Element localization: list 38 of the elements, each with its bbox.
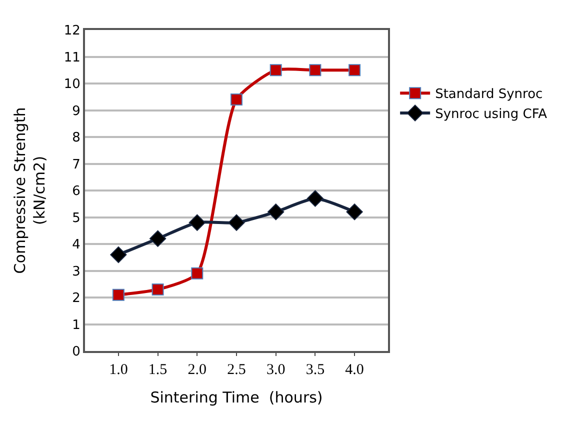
point [152,283,164,296]
point [112,288,124,301]
y-tick-label: 0 [72,344,80,360]
y-tick-label: 3 [72,264,80,280]
y-tick-label: 1 [72,318,80,333]
point [270,64,282,76]
x-tick-label: 2.5 [227,362,246,378]
x-tick-label: 4.0 [345,362,364,378]
y-tick-label: 2 [72,291,80,306]
x-tick-label: 3.5 [306,362,325,378]
point [188,214,206,231]
y-tick-label: 8 [72,130,80,146]
x-tick-label: 1.0 [109,362,128,378]
y-tick-label: 6 [72,184,80,200]
y-axis-title: Compressive Strength (kN/cm2) [11,107,49,274]
x-axis-title: Sintering Time (hours) [150,388,323,406]
point [191,267,204,280]
point [268,204,284,220]
point [150,230,166,247]
point [306,190,324,207]
y-tick-label: 11 [64,50,80,66]
legend-label: Synroc using CFA [435,107,548,122]
point [346,204,363,220]
y-tick-label: 4 [72,238,80,253]
x-tick-label: 1.5 [148,362,168,378]
y-tick-label: 7 [72,157,80,172]
y-tick-label: 9 [72,104,80,119]
y-tick-label: 12 [64,24,80,39]
y-tick-label: 5 [72,210,80,226]
point [230,94,242,106]
legend-label: Standard Synroc [435,87,543,102]
point [348,64,361,76]
x-tick-label: 3.0 [266,362,286,378]
point [110,246,127,263]
point [309,64,322,76]
y-tick-label: 10 [64,77,80,92]
x-tick-label: 2.0 [188,362,207,378]
point [228,214,245,231]
